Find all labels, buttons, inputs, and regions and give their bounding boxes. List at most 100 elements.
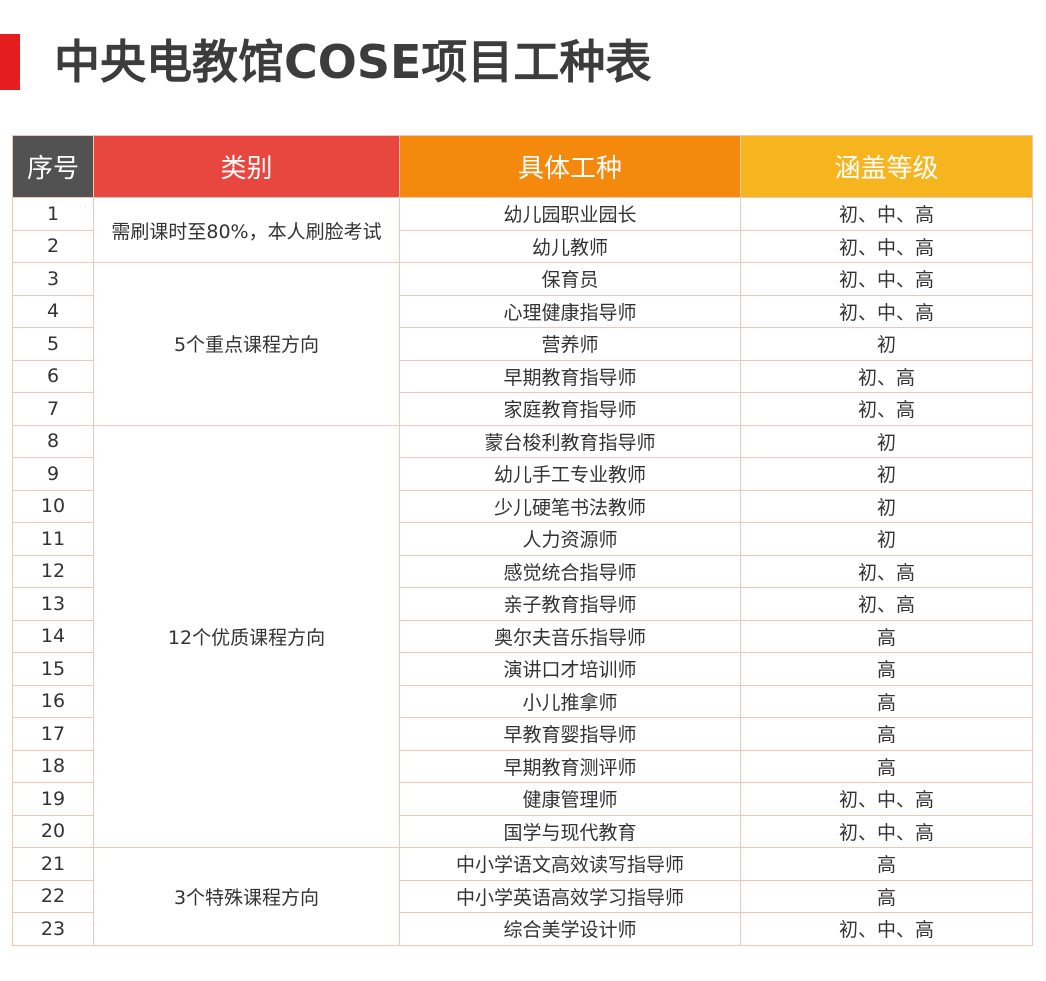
table-row: 19 健康管理师 初、中、高	[12, 782, 1033, 816]
job-cell: 幼儿园职业园长	[399, 197, 741, 231]
job-cell: 人力资源师	[399, 522, 741, 556]
row-index: 15	[12, 652, 94, 686]
table-row: 21 3个特殊课程方向 中小学语文高效读写指导师高	[12, 847, 1033, 946]
level-cell: 高	[740, 652, 1033, 686]
row-index: 23	[12, 912, 94, 946]
job-cell: 少儿硬笔书法教师	[399, 489, 741, 523]
row-index: 1	[12, 197, 94, 231]
level-cell: 初	[740, 327, 1033, 361]
level-cell: 初、中、高	[740, 294, 1033, 328]
row-index: 10	[12, 489, 94, 523]
row-index: 14	[12, 619, 94, 653]
job-cell: 中小学语文高效读写指导师	[399, 847, 741, 881]
category-cell: 需刷课时至80%，本人刷脸考试	[93, 197, 400, 263]
job-cell: 中小学英语高效学习指导师	[399, 879, 741, 913]
table-row: 14 奥尔夫音乐指导师高	[12, 619, 1033, 653]
level-cell: 初、高	[740, 554, 1033, 588]
job-cell: 早期教育指导师	[399, 359, 741, 393]
row-index: 11	[12, 522, 94, 556]
job-cell: 综合美学设计师	[399, 912, 741, 946]
level-cell: 高	[740, 684, 1033, 718]
row-index: 20	[12, 814, 94, 848]
level-cell: 初	[740, 522, 1033, 556]
table-body: 1 需刷课时至80%，本人刷脸考试 幼儿园职业园长 初、中、高 2 幼儿教师 初、中、高 3 5…	[12, 197, 1033, 946]
row-index: 22	[12, 879, 94, 913]
job-cell: 国学与现代教育	[399, 814, 741, 848]
table-row: 18 早期教育测评师高	[12, 749, 1033, 783]
job-cell: 奥尔夫音乐指导师	[399, 619, 741, 653]
table-row: 5 营养师初	[12, 327, 1033, 361]
job-cell: 感觉统合指导师	[399, 554, 741, 588]
job-cell: 幼儿手工专业教师	[399, 457, 741, 491]
table-row: 23 综合美学设计师 初、中、高	[12, 912, 1033, 946]
job-cell: 心理健康指导师	[399, 294, 741, 328]
header-job: 具体工种	[399, 135, 741, 198]
level-cell: 高	[740, 619, 1033, 653]
level-cell: 初、中、高	[740, 229, 1033, 263]
level-cell: 初、中、高	[740, 262, 1033, 296]
level-cell: 初、中、高	[740, 782, 1033, 816]
level-cell: 初、中、高	[740, 912, 1033, 946]
row-index: 12	[12, 554, 94, 588]
table-row: 4 心理健康指导师 初、中、高	[12, 294, 1033, 328]
level-cell: 初、高	[740, 392, 1033, 426]
table-row: 10 少儿硬笔书法教师初	[12, 489, 1033, 523]
table-row: 13 亲子教育指导师 初、高	[12, 587, 1033, 621]
job-cell: 幼儿教师	[399, 229, 741, 263]
level-cell: 高	[740, 717, 1033, 751]
row-index: 4	[12, 294, 94, 328]
level-cell: 初、高	[740, 587, 1033, 621]
category-cell: 5个重点课程方向	[93, 262, 400, 426]
row-index: 9	[12, 457, 94, 491]
row-index: 21	[12, 847, 94, 881]
row-index: 2	[12, 229, 94, 263]
row-index: 18	[12, 749, 94, 783]
table-row: 8 12个优质课程方向 蒙台梭利教育指导师初	[12, 424, 1033, 848]
level-cell: 高	[740, 847, 1033, 881]
job-cell: 演讲口才培训师	[399, 652, 741, 686]
table-row: 11 人力资源师初	[12, 522, 1033, 556]
job-cell: 蒙台梭利教育指导师	[399, 424, 741, 458]
header-level: 涵盖等级	[740, 135, 1033, 198]
row-index: 16	[12, 684, 94, 718]
table-row: 7 家庭教育指导师 初、高	[12, 392, 1033, 426]
job-cell: 亲子教育指导师	[399, 587, 741, 621]
job-table: 序号 类别 具体工种 涵盖等级 1 需刷课时至80%，本人刷脸考试 幼儿园职业园长初…	[12, 135, 1033, 946]
header-category: 类别	[93, 135, 400, 198]
table-row: 6 早期教育指导师 初、高	[12, 359, 1033, 393]
table-row: 12 感觉统合指导师 初、高	[12, 554, 1033, 588]
job-cell: 营养师	[399, 327, 741, 361]
row-index: 13	[12, 587, 94, 621]
row-index: 3	[12, 262, 94, 296]
table-row: 20 国学与现代教育 初、中、高	[12, 814, 1033, 848]
level-cell: 初、中、高	[740, 197, 1033, 231]
row-index: 5	[12, 327, 94, 361]
category-cell: 3个特殊课程方向	[93, 847, 400, 946]
table-row: 2 幼儿教师 初、中、高	[12, 229, 1033, 263]
job-cell: 家庭教育指导师	[399, 392, 741, 426]
row-index: 7	[12, 392, 94, 426]
level-cell: 初	[740, 489, 1033, 523]
job-cell: 早期教育测评师	[399, 749, 741, 783]
row-index: 17	[12, 717, 94, 751]
level-cell: 初、高	[740, 359, 1033, 393]
level-cell: 初	[740, 424, 1033, 458]
category-cell: 12个优质课程方向	[93, 424, 400, 848]
page-title: 中央电教馆COSE项目工种表	[54, 35, 652, 89]
row-index: 6	[12, 359, 94, 393]
title-accent-bar	[0, 34, 20, 90]
job-cell: 健康管理师	[399, 782, 741, 816]
level-cell: 初	[740, 457, 1033, 491]
job-cell: 小儿推拿师	[399, 684, 741, 718]
table-row: 3 5个重点课程方向 保育员 初、中、高	[12, 262, 1033, 426]
level-cell: 高	[740, 749, 1033, 783]
table-row: 9 幼儿手工专业教师初	[12, 457, 1033, 491]
table-header-row: 序号 类别 具体工种 涵盖等级	[12, 135, 1033, 198]
row-index: 8	[12, 424, 94, 458]
job-cell: 早教育婴指导师	[399, 717, 741, 751]
row-index: 19	[12, 782, 94, 816]
level-cell: 高	[740, 879, 1033, 913]
table-row: 1 需刷课时至80%，本人刷脸考试 幼儿园职业园长 初、中、高	[12, 197, 1033, 263]
header-index: 序号	[12, 135, 94, 198]
level-cell: 初、中、高	[740, 814, 1033, 848]
